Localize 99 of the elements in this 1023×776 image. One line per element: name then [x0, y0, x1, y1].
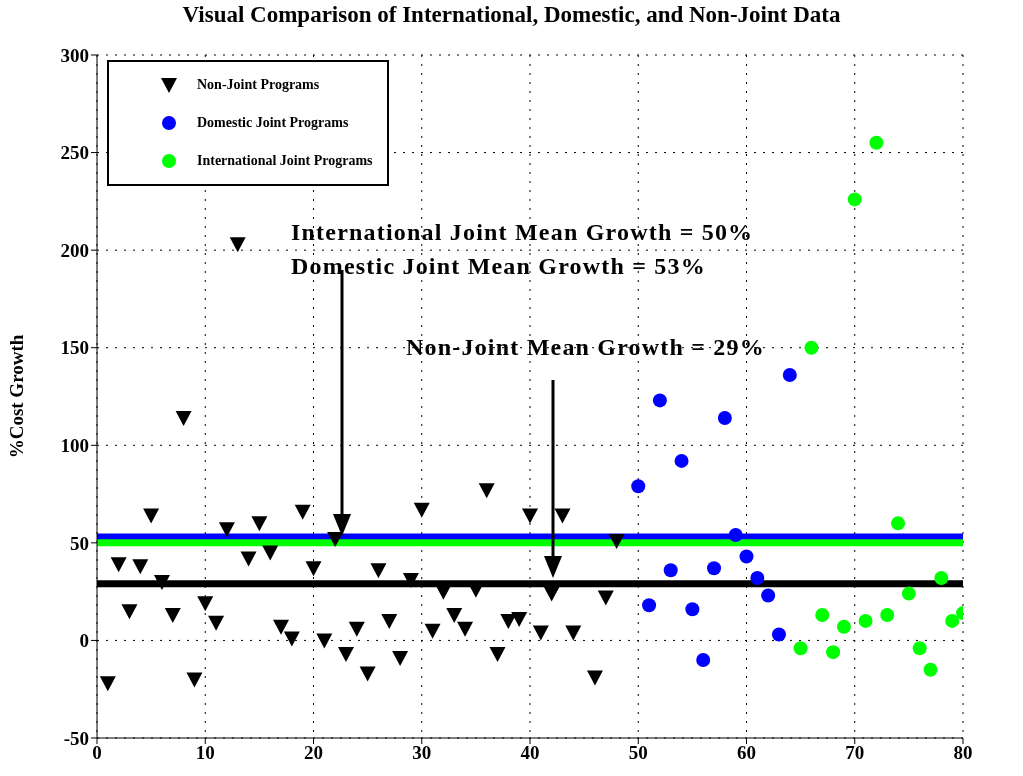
point: [869, 135, 884, 150]
point: [793, 641, 808, 656]
annotation: Non-Joint Mean Growth = 29%: [406, 334, 765, 361]
point: [532, 625, 549, 641]
point: [240, 551, 257, 567]
point: [739, 549, 754, 564]
point: [707, 561, 722, 576]
x-tick-label: 60: [737, 742, 756, 764]
point: [901, 586, 916, 601]
point: [164, 608, 181, 624]
point: [880, 608, 895, 623]
chart-title: Visual Comparison of International, Domestic, and Non-Joint Data: [181, 2, 842, 28]
point: [359, 666, 376, 682]
point: [945, 613, 960, 628]
x-tick-label: 80: [953, 742, 973, 764]
point: [273, 619, 290, 635]
y-tick-label: 200: [60, 239, 89, 261]
point: [348, 621, 365, 637]
point: [717, 410, 732, 425]
point: [891, 516, 906, 531]
point: [923, 662, 938, 677]
annotation: International Joint Mean Growth = 50%: [291, 219, 754, 246]
y-tick-label: -50: [63, 727, 89, 749]
point: [489, 647, 506, 663]
point: [804, 340, 819, 355]
x-tick-label: 40: [520, 742, 540, 764]
point: [392, 650, 409, 666]
x-tick-label: 20: [304, 742, 323, 764]
point: [229, 237, 246, 253]
point: [543, 586, 560, 602]
point: [99, 676, 116, 692]
point: [522, 508, 538, 524]
point: [327, 531, 344, 547]
x-tick-label: 10: [195, 742, 215, 764]
point: [381, 613, 398, 629]
point: [761, 588, 776, 603]
point: [121, 604, 138, 620]
annotation: Domestic Joint Mean Growth = 53%: [291, 253, 706, 280]
point: [554, 508, 571, 524]
point: [316, 633, 333, 649]
point: [446, 608, 463, 624]
point: [674, 453, 689, 468]
point: [652, 393, 667, 408]
point: [413, 502, 430, 518]
point: [370, 563, 387, 579]
point: [511, 611, 528, 627]
y-axis-title: %Cost Growth: [5, 334, 27, 459]
x-tick-label: 50: [628, 742, 648, 764]
point: [685, 602, 700, 617]
point: [750, 570, 765, 585]
legend-label: Domestic Joint Programs: [197, 115, 349, 131]
y-tick-label: 100: [60, 435, 89, 457]
point: [208, 615, 225, 631]
point: [283, 631, 300, 647]
point: [631, 479, 646, 494]
point: [402, 572, 419, 588]
point: [608, 533, 625, 549]
point: [500, 613, 517, 629]
point: [337, 647, 354, 663]
x-tick-label: 30: [412, 742, 432, 764]
point: [728, 528, 743, 543]
point: [186, 672, 203, 688]
point: [934, 570, 949, 585]
point: [597, 590, 614, 606]
point: [826, 645, 841, 660]
point: [782, 368, 797, 383]
point: [251, 516, 268, 532]
point: [457, 621, 474, 637]
point: [847, 192, 862, 207]
point: [262, 545, 279, 561]
legend-label: International Joint Programs: [197, 153, 373, 169]
point: [836, 619, 851, 634]
point: [294, 504, 311, 520]
point: [424, 623, 441, 639]
point: [478, 483, 495, 499]
point: [912, 641, 927, 656]
point: [663, 563, 678, 578]
y-tick-label: 300: [60, 44, 89, 66]
point: [642, 598, 657, 613]
point: [696, 652, 711, 667]
point: [858, 613, 873, 628]
point: [153, 574, 170, 590]
point: [771, 627, 786, 642]
point: [110, 557, 127, 573]
point: [132, 559, 149, 575]
point: [143, 508, 160, 524]
point: [197, 596, 214, 612]
point: [815, 608, 830, 623]
y-tick-label: 0: [79, 630, 89, 652]
point: [305, 561, 322, 577]
point: [565, 625, 582, 641]
y-tick-label: 50: [70, 532, 89, 554]
x-tick-label: 70: [845, 742, 865, 764]
point: [586, 670, 603, 686]
y-tick-label: 150: [60, 337, 89, 359]
point: [218, 522, 235, 538]
y-tick-label: 250: [60, 142, 89, 164]
legend-label: Non-Joint Programs: [197, 77, 320, 93]
point: [175, 410, 192, 426]
